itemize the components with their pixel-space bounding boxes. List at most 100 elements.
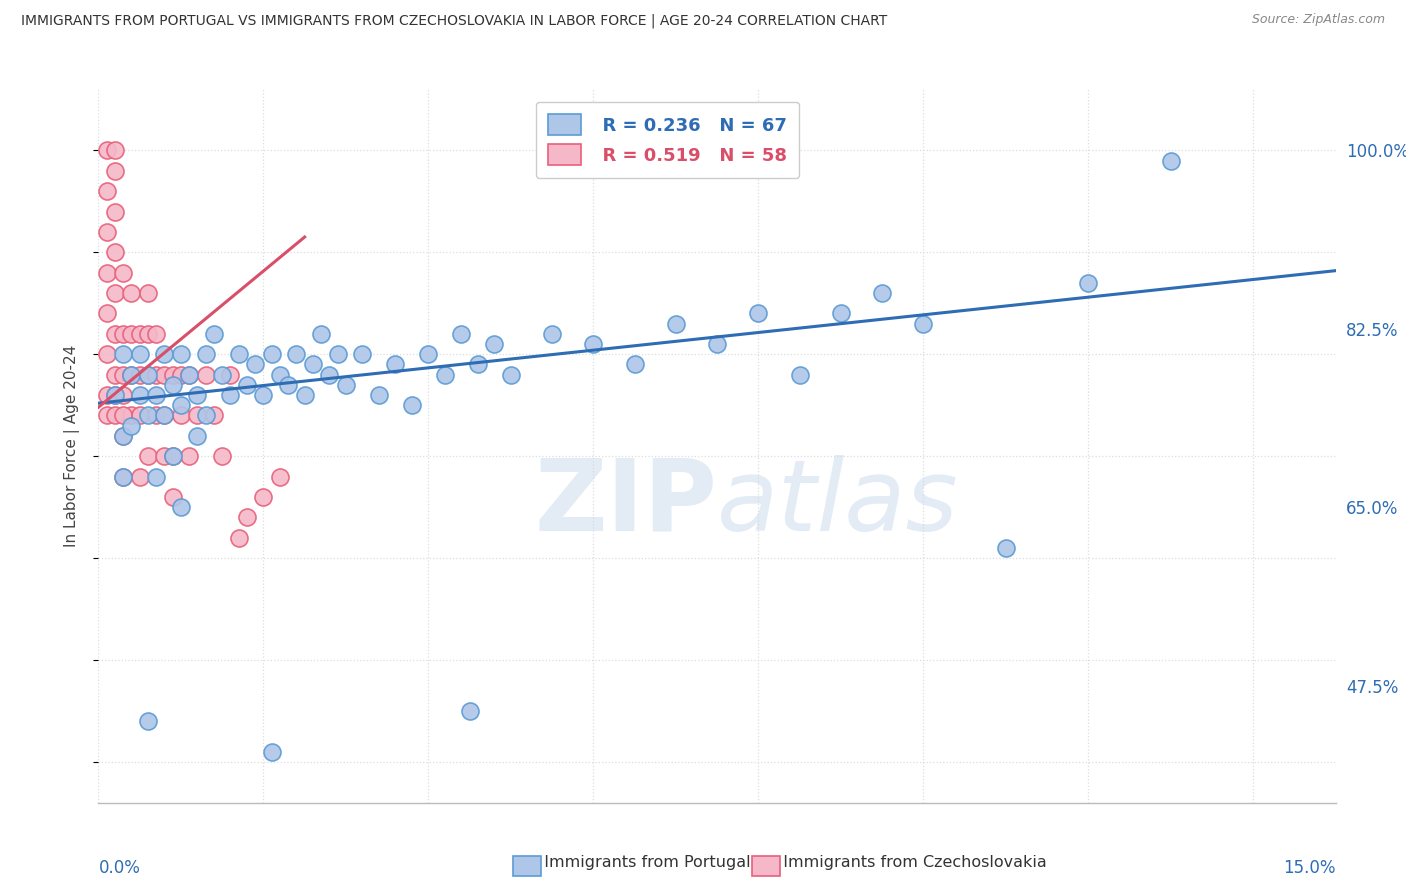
Point bbox=[269, 368, 291, 382]
Point bbox=[285, 347, 308, 361]
Text: Immigrants from Portugal: Immigrants from Portugal bbox=[534, 855, 751, 870]
Point bbox=[170, 347, 193, 361]
Point bbox=[541, 326, 564, 341]
Point bbox=[112, 326, 135, 341]
Point bbox=[153, 347, 176, 361]
Point bbox=[120, 368, 142, 382]
Point bbox=[747, 306, 769, 320]
Point bbox=[830, 306, 852, 320]
Point bbox=[96, 388, 118, 402]
Point bbox=[112, 469, 135, 483]
Point bbox=[194, 368, 217, 382]
Point bbox=[252, 388, 274, 402]
Point bbox=[96, 347, 118, 361]
Point bbox=[202, 326, 225, 341]
Point bbox=[236, 510, 259, 524]
Point bbox=[706, 337, 728, 351]
Point bbox=[252, 490, 274, 504]
Point bbox=[352, 347, 374, 361]
Point bbox=[104, 245, 127, 260]
Text: Immigrants from Czechoslovakia: Immigrants from Czechoslovakia bbox=[773, 855, 1047, 870]
Point bbox=[120, 326, 142, 341]
Point bbox=[418, 347, 440, 361]
Point bbox=[294, 388, 316, 402]
Point bbox=[96, 306, 118, 320]
Point bbox=[104, 388, 127, 402]
Point bbox=[623, 358, 645, 372]
Text: 0.0%: 0.0% bbox=[98, 859, 141, 877]
Point bbox=[104, 326, 127, 341]
Point bbox=[104, 368, 127, 382]
Point bbox=[202, 409, 225, 423]
Point bbox=[162, 368, 184, 382]
Point bbox=[104, 388, 127, 402]
Point bbox=[162, 490, 184, 504]
Text: IMMIGRANTS FROM PORTUGAL VS IMMIGRANTS FROM CZECHOSLOVAKIA IN LABOR FORCE | AGE : IMMIGRANTS FROM PORTUGAL VS IMMIGRANTS F… bbox=[21, 13, 887, 28]
Point bbox=[162, 449, 184, 463]
Point bbox=[136, 449, 159, 463]
Point bbox=[145, 368, 167, 382]
Point bbox=[170, 398, 193, 412]
Point bbox=[367, 388, 389, 402]
Point bbox=[186, 429, 208, 443]
Point bbox=[96, 144, 118, 158]
Point bbox=[912, 317, 935, 331]
Point bbox=[170, 500, 193, 515]
Point bbox=[228, 347, 250, 361]
Point bbox=[153, 409, 176, 423]
Point bbox=[136, 286, 159, 301]
Point bbox=[145, 388, 167, 402]
Point bbox=[96, 225, 118, 239]
Point bbox=[145, 469, 167, 483]
Point bbox=[128, 347, 150, 361]
Point bbox=[1077, 276, 1099, 290]
Point bbox=[186, 388, 208, 402]
Point bbox=[277, 377, 299, 392]
Point bbox=[309, 326, 332, 341]
Point bbox=[112, 429, 135, 443]
Point bbox=[458, 704, 481, 718]
Point bbox=[104, 163, 127, 178]
Point bbox=[433, 368, 456, 382]
Text: Source: ZipAtlas.com: Source: ZipAtlas.com bbox=[1251, 13, 1385, 27]
Point bbox=[236, 377, 259, 392]
Y-axis label: In Labor Force | Age 20-24: In Labor Force | Age 20-24 bbox=[63, 345, 80, 547]
Point bbox=[401, 398, 423, 412]
Point bbox=[128, 368, 150, 382]
Point bbox=[136, 368, 159, 382]
Point bbox=[104, 144, 127, 158]
Point bbox=[484, 337, 506, 351]
Point bbox=[112, 409, 135, 423]
Point bbox=[665, 317, 688, 331]
Point bbox=[136, 368, 159, 382]
Point bbox=[269, 469, 291, 483]
Point bbox=[179, 449, 201, 463]
Point bbox=[120, 418, 142, 433]
Point bbox=[120, 368, 142, 382]
Point bbox=[179, 368, 201, 382]
Point bbox=[194, 347, 217, 361]
Point bbox=[260, 347, 283, 361]
Legend:   R = 0.236   N = 67,   R = 0.519   N = 58: R = 0.236 N = 67, R = 0.519 N = 58 bbox=[536, 102, 800, 178]
Point bbox=[582, 337, 605, 351]
Point bbox=[302, 358, 325, 372]
Point bbox=[211, 368, 233, 382]
Point bbox=[219, 388, 242, 402]
Point bbox=[219, 368, 242, 382]
Point bbox=[467, 358, 489, 372]
Point bbox=[170, 409, 193, 423]
Point bbox=[1160, 153, 1182, 168]
Point bbox=[335, 377, 357, 392]
Point bbox=[104, 286, 127, 301]
Point bbox=[120, 286, 142, 301]
Point bbox=[162, 377, 184, 392]
Point bbox=[153, 409, 176, 423]
Point bbox=[136, 714, 159, 729]
Point bbox=[211, 449, 233, 463]
Text: atlas: atlas bbox=[717, 455, 959, 551]
Point bbox=[162, 449, 184, 463]
Point bbox=[128, 388, 150, 402]
Point bbox=[179, 368, 201, 382]
Point bbox=[96, 266, 118, 280]
Point bbox=[384, 358, 406, 372]
